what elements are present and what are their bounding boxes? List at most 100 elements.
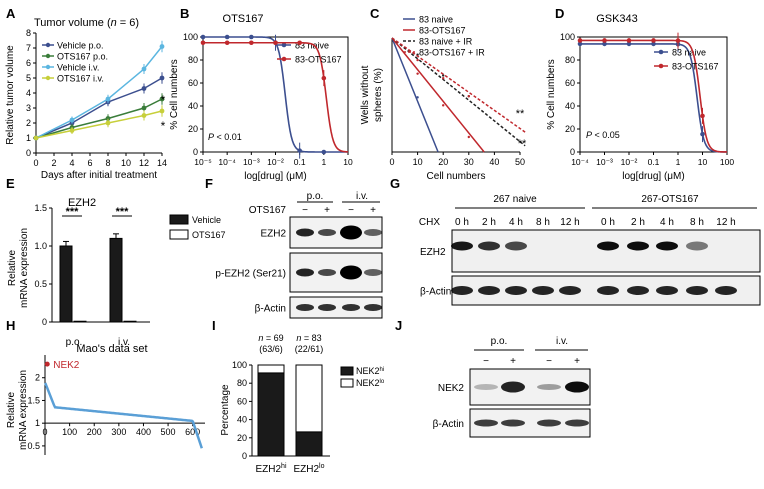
x-tick-label-H: 600: [185, 427, 200, 437]
y-tick-label-H: 0.5: [27, 441, 40, 451]
blot-band: [597, 241, 619, 251]
blot-band: [501, 419, 525, 427]
p-value-symbol: P: [208, 132, 214, 142]
p-value-B: P < 0.01: [208, 132, 242, 142]
y-tick-label-A: 8: [26, 28, 31, 38]
group-label-I: n = 69: [258, 333, 283, 343]
blot-band: [296, 228, 314, 237]
legend-marker-A: [45, 53, 51, 59]
x-tick-label-H: 500: [161, 427, 176, 437]
group-label-I: (63/6): [259, 344, 283, 354]
x-tick-label-B: 10⁻²: [267, 157, 284, 167]
data-point-C: [442, 104, 445, 107]
data-point-C: [467, 95, 470, 98]
x-axis-label-D: log[drug] (μM): [622, 171, 684, 182]
y-tick-label-A: 1: [26, 133, 31, 143]
legend-label-D: 83 naive: [672, 48, 706, 58]
y-axis-label-D: % Cell numbers: [546, 59, 557, 130]
bar-I: [295, 431, 323, 457]
data-point-C: [416, 96, 419, 99]
legend-label-C: 83 naive: [419, 15, 453, 25]
x-tick-label-D: 100: [720, 157, 734, 167]
blot-row-label-F: p-EZH2 (Ser21): [215, 269, 286, 280]
blot-band: [318, 229, 336, 236]
y-tick-label-E: 0: [42, 317, 47, 327]
legend-label-D: 83-OTS167: [672, 62, 719, 72]
y-tick-label-I: 20: [237, 433, 247, 443]
p-value-text: < 0.05: [592, 130, 620, 140]
blot-row-label-F: β-Actin: [255, 304, 286, 315]
bar-E: [109, 237, 123, 323]
x-tick-label-B: 1: [321, 157, 326, 167]
y-tick-label-I: 40: [237, 415, 247, 425]
data-point-C: [416, 58, 419, 62]
panel-letter-C: C: [370, 6, 380, 21]
legend-label-I: NEK2lo: [356, 378, 385, 388]
x-tick-label-H: 0: [42, 427, 47, 437]
blot-band: [532, 286, 554, 295]
panel-letter-E: E: [6, 176, 15, 191]
blot-band: [340, 265, 362, 280]
blot-row-label-F: EZH2: [260, 229, 286, 240]
data-point-B: [273, 40, 278, 46]
blot-time-label-G: 12 h: [716, 217, 735, 228]
y-axis-label-I: Percentage: [220, 384, 231, 436]
blot-band: [505, 241, 527, 251]
legend-label-A: Vehicle p.o.: [57, 41, 104, 51]
x-tick-label-A: 4: [69, 158, 74, 168]
x-tick-label-D: 0.1: [648, 157, 660, 167]
blot-sign-F: +: [324, 205, 330, 216]
data-point-D: [577, 38, 583, 43]
x-tick-label-B: 10: [343, 157, 353, 167]
blot-time-label-G: 2 h: [482, 217, 496, 228]
data-point-B: [297, 40, 302, 46]
legend-marker-A: [45, 64, 51, 70]
panel-letter-H: H: [6, 318, 15, 333]
x-tick-label-H: 100: [62, 427, 77, 437]
panel-letter-J: J: [395, 318, 402, 333]
data-point-A: [159, 108, 165, 114]
data-point-A: [105, 116, 111, 121]
data-point-D: [626, 41, 632, 47]
data-point-C: [442, 74, 445, 77]
y-axis-label-H: mRNA expression: [18, 370, 29, 450]
data-point-A: [141, 113, 147, 118]
blot-band: [318, 304, 336, 311]
series-line-C: [391, 37, 485, 153]
data-point-B: [321, 75, 327, 81]
blot-group-label-J: i.v.: [556, 336, 568, 347]
data-point-D: [602, 38, 607, 43]
blot-time-label-G: 12 h: [560, 217, 579, 228]
y-tick-label-B: 80: [188, 55, 198, 65]
x-tick-label-A: 10: [121, 158, 131, 168]
legend-label-C: 83-OTS167: [419, 26, 466, 36]
x-tick-label-A: 2: [51, 158, 56, 168]
legend-label-C: 83-OTS167 + IR: [419, 48, 485, 58]
legend-label-E: Vehicle: [192, 215, 221, 225]
legend-swatch-I: [340, 366, 354, 376]
blot-band: [686, 241, 708, 251]
data-point-A: [69, 128, 75, 133]
blot-band: [686, 286, 708, 295]
blot-band: [715, 286, 737, 295]
y-axis-label-A: Relative tumor volume: [5, 45, 16, 145]
group-label-I: (22/61): [295, 344, 324, 354]
legend-swatch-I: [340, 378, 354, 388]
blot-band: [342, 304, 360, 311]
data-point-C: [467, 135, 470, 139]
data-point-B: [249, 40, 254, 46]
blot-band: [565, 419, 589, 427]
blot-row-label-J: β-Actin: [433, 419, 464, 430]
legend-base-I: NEK2: [356, 366, 380, 376]
data-point-B: [224, 34, 230, 40]
y-tick-label-D: 60: [565, 78, 575, 88]
group-n-I: n: [258, 333, 263, 343]
group-n-rest-I: = 69: [263, 333, 283, 343]
x-tick-label-A: 0: [33, 158, 38, 168]
y-axis-label-E: Relative: [7, 250, 18, 287]
data-point-C: [416, 72, 419, 75]
x-axis-label-C: Cell numbers: [427, 171, 486, 182]
x-tick-label-A: 12: [139, 158, 149, 168]
significance-E: ***: [116, 206, 130, 218]
data-point-D: [700, 131, 705, 137]
